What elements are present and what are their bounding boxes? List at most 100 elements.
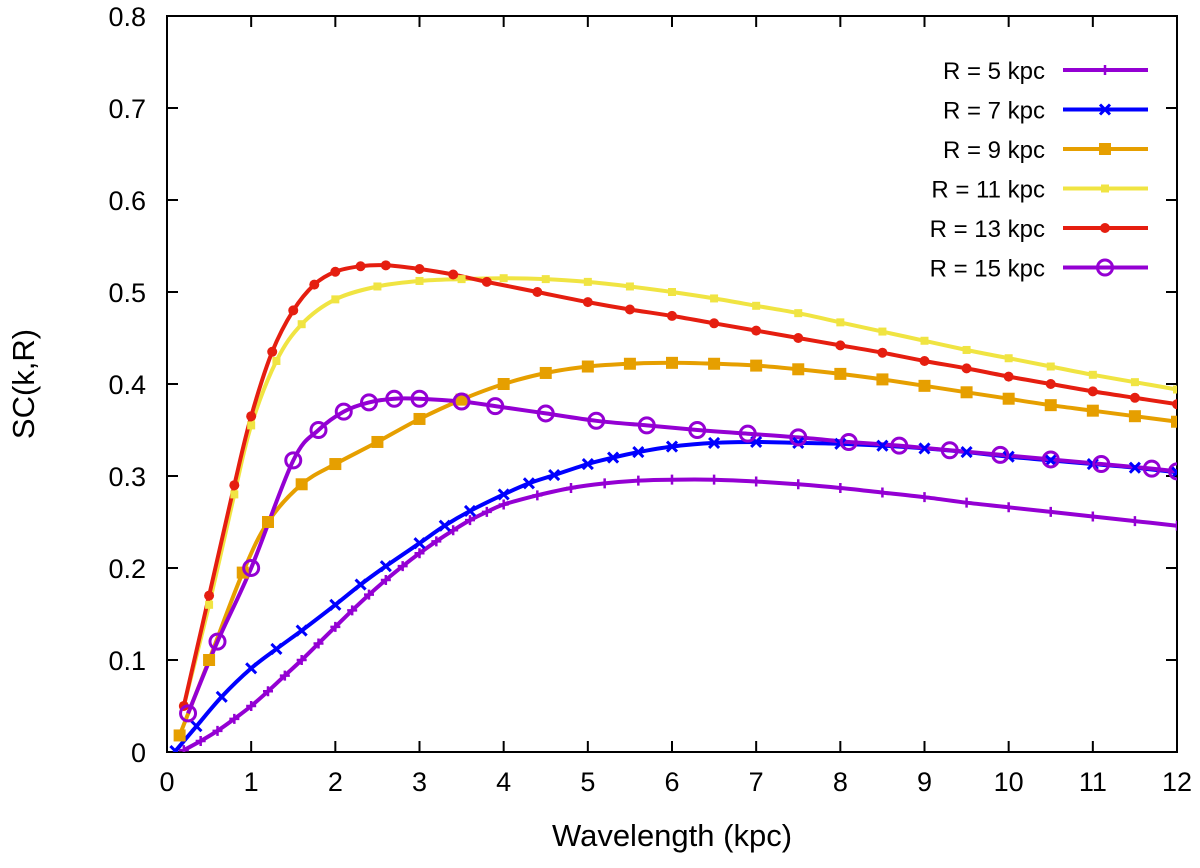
data-point-r-7-kpc — [270, 642, 283, 656]
data-point-r-15-kpc — [738, 424, 757, 443]
data-point-r-7-kpc — [354, 578, 367, 591]
legend-label-r-13-kpc: R = 13 kpc — [930, 216, 1045, 243]
data-point-r-13-kpc — [355, 261, 366, 272]
y-tick-label: 0 — [131, 738, 146, 768]
data-point-r-15-kpc — [360, 393, 378, 412]
data-point-r-11-kpc — [415, 276, 424, 285]
data-point-r-13-kpc — [1172, 399, 1177, 410]
data-point-r-5-kpc — [1172, 520, 1177, 531]
data-point-r-5-kpc — [465, 515, 475, 526]
data-point-r-13-kpc — [667, 310, 677, 321]
data-point-r-5-kpc — [431, 536, 442, 547]
data-point-r-11-kpc — [794, 309, 803, 318]
data-point-r-9-kpc — [960, 386, 973, 399]
y-tick-label: 0.6 — [108, 186, 146, 216]
data-point-r-5-kpc — [633, 475, 644, 486]
data-point-r-15-kpc — [1092, 455, 1111, 474]
data-point-r-9-kpc — [876, 373, 889, 386]
data-point-r-15-kpc — [385, 389, 404, 408]
data-point-r-9-kpc — [371, 435, 384, 448]
series-line-r-15-kpc — [186, 396, 1177, 715]
data-point-r-9-kpc — [1171, 415, 1177, 428]
data-point-r-11-kpc — [878, 327, 887, 336]
data-point-r-5-kpc — [566, 482, 576, 493]
x-tick-label: 12 — [1162, 767, 1192, 797]
data-point-r-13-kpc — [1087, 386, 1098, 397]
series-line-r-5-kpc — [182, 477, 1177, 752]
data-point-r-5-kpc — [229, 713, 240, 724]
data-point-r-7-kpc — [463, 504, 477, 518]
data-point-r-15-kpc — [208, 632, 227, 651]
data-point-r-9-kpc — [295, 478, 308, 491]
x-tick-label: 1 — [244, 767, 259, 797]
data-point-r-5-kpc — [835, 482, 846, 493]
data-point-r-9-kpc — [834, 367, 847, 380]
data-point-r-11-kpc — [331, 295, 340, 304]
y-tick-label: 0.3 — [108, 462, 146, 492]
data-point-r-5-kpc — [1087, 511, 1098, 522]
data-point-r-7-kpc — [1170, 466, 1177, 479]
data-point-r-5-kpc — [498, 499, 509, 510]
y-axis-title: SC(k,R) — [6, 329, 41, 439]
data-point-r-13-kpc — [481, 276, 492, 287]
data-point-r-5-kpc — [961, 497, 972, 508]
data-point-r-13-kpc — [1129, 392, 1140, 403]
legend-marker-r-15-kpc — [1096, 258, 1114, 277]
data-point-r-15-kpc — [1168, 462, 1177, 481]
data-point-r-9-kpc — [666, 356, 678, 369]
data-point-r-7-kpc — [960, 446, 973, 459]
data-point-r-13-kpc — [330, 266, 341, 277]
legend-label-r-11-kpc: R = 11 kpc — [931, 177, 1045, 204]
data-point-r-11-kpc — [920, 336, 929, 345]
data-point-r-13-kpc — [448, 269, 459, 280]
data-point-r-5-kpc — [313, 638, 324, 649]
data-point-r-13-kpc — [414, 264, 425, 274]
data-point-r-15-kpc — [789, 428, 808, 447]
y-tick-label: 0.7 — [108, 94, 146, 124]
data-point-r-7-kpc — [581, 457, 594, 471]
data-point-r-13-kpc — [1045, 379, 1056, 389]
legend-marker-r-7-kpc — [1098, 103, 1112, 116]
data-point-r-9-kpc — [539, 366, 552, 379]
data-point-r-7-kpc — [190, 720, 203, 733]
data-point-r-7-kpc — [708, 436, 721, 449]
data-point-r-13-kpc — [246, 411, 257, 422]
series-line-r-13-kpc — [181, 263, 1177, 707]
data-point-r-7-kpc — [632, 446, 645, 459]
data-point-r-5-kpc — [532, 490, 543, 501]
data-point-r-13-kpc — [709, 318, 720, 329]
data-point-r-15-kpc — [839, 432, 858, 451]
legend: R = 5 kpc R = 7 kpc R = 9 kpc R = 11 kpc R =… — [930, 58, 1148, 283]
data-point-r-5-kpc — [195, 735, 206, 746]
data-point-r-9-kpc — [236, 566, 249, 579]
data-point-r-11-kpc — [1046, 362, 1055, 371]
data-point-r-11-kpc — [499, 274, 508, 283]
data-point-r-5-kpc — [481, 506, 492, 517]
data-point-r-13-kpc — [961, 363, 972, 374]
y-tick-label: 0.1 — [108, 646, 146, 676]
data-point-r-5-kpc — [877, 487, 888, 498]
data-point-r-5-kpc — [296, 655, 307, 665]
data-point-r-9-kpc — [750, 359, 763, 372]
data-point-r-5-kpc — [178, 745, 189, 752]
data-point-r-7-kpc — [918, 442, 931, 455]
data-point-r-15-kpc — [1142, 459, 1161, 478]
data-point-r-9-kpc — [413, 412, 426, 425]
data-point-r-5-kpc — [1129, 516, 1140, 527]
x-tick-label: 9 — [917, 767, 932, 797]
data-point-r-7-kpc — [215, 690, 228, 703]
data-point-r-11-kpc — [962, 345, 971, 354]
data-point-r-15-kpc — [890, 436, 909, 455]
data-point-r-11-kpc — [205, 600, 214, 609]
data-point-r-13-kpc — [877, 347, 888, 358]
data-point-r-15-kpc — [284, 451, 303, 470]
x-tick-label: 5 — [580, 767, 595, 797]
data-point-r-7-kpc — [329, 598, 342, 611]
x-tick-label: 2 — [328, 767, 343, 797]
data-point-r-13-kpc — [751, 325, 762, 336]
data-point-r-7-kpc — [295, 624, 308, 637]
data-point-r-5-kpc — [212, 725, 223, 736]
data-point-r-9-kpc — [1086, 404, 1099, 417]
data-point-r-11-kpc — [583, 277, 592, 286]
